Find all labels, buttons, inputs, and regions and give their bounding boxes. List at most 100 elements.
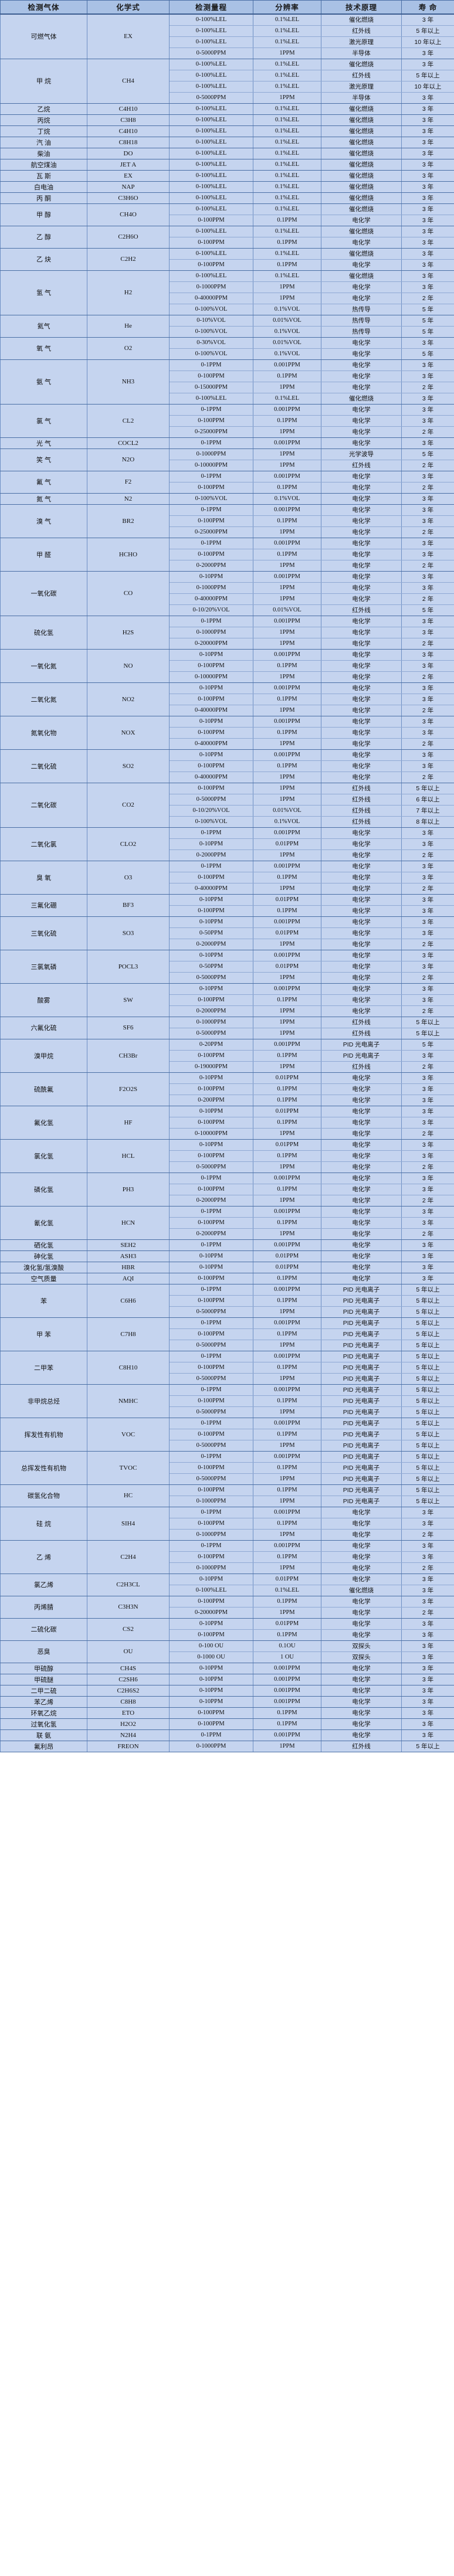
resolution-cell: 1PPM [253,1194,321,1207]
range-cell: 0-10PPM [169,715,253,728]
technology-cell: 电化学 [321,660,402,672]
resolution-cell: 0.01PPM [253,1261,321,1273]
lifetime-cell: 3 年 [401,392,454,405]
technology-cell: 电化学 [321,1105,402,1117]
gas-name-cell: 挥发性有机物 [0,1417,87,1452]
lifetime-cell: 3 年 [401,1595,454,1608]
resolution-cell: 1PPM [253,626,321,638]
range-cell: 0-5000PPM [169,1406,253,1418]
table-row: 0-100PPM 0.1PPM 电化学 3 年 [1,1517,454,1530]
lifetime-cell: 3 年 [401,58,454,70]
technology-cell: 电化学 [321,414,402,427]
resolution-cell: 1PPM [253,1005,321,1017]
gas-name-cell: 碳氢化合物 [0,1484,87,1507]
range-cell: 0-100PPM [169,1083,253,1095]
chemical-formula-cell: CH4 [87,58,170,104]
resolution-cell: 0.1%LEL [253,69,321,81]
resolution-cell: 0.1%VOL [253,303,321,315]
gas-name-cell: 硒化氢 [0,1239,87,1251]
range-cell: 0-200PPM [169,1094,253,1106]
resolution-cell: 0.001PPM [253,1283,321,1296]
technology-cell: PID 光电离子 [321,1395,402,1407]
resolution-cell: 1 OU [253,1651,321,1663]
resolution-cell: 1PPM [253,1740,321,1752]
table-row: 空气质量 AQI 0-100PPM 0.1PPM 电化学 3 年 [0,1272,454,1284]
range-cell: 0-10/20%VOL [169,804,253,817]
range-cell: 0-100%LEL [169,147,253,159]
technology-cell: 电化学 [321,1094,402,1106]
resolution-cell: 0.1%LEL [253,80,321,93]
lifetime-cell: 3 年 [401,860,454,872]
lifetime-cell: 2 年 [401,771,454,783]
resolution-cell: 0.01PPM [253,927,321,939]
technology-cell: 电化学 [321,537,402,549]
range-cell: 0-1PPM [169,1283,253,1296]
resolution-cell: 0.001PPM [253,1673,321,1685]
chemical-formula-cell: NO [87,648,170,683]
gas-name-cell: 一氧化碳 [0,570,87,616]
resolution-cell: 0.1PPM [253,905,321,917]
technology-cell: 电化学 [321,1161,402,1173]
lifetime-cell: 3 年 [401,158,454,171]
technology-cell: 电化学 [321,370,402,382]
technology-cell: 电化学 [321,292,402,304]
range-cell: 0-100%LEL [169,36,253,48]
technology-cell: 催化燃烧 [321,1584,402,1596]
resolution-cell: 0.1PPM [253,1707,321,1719]
resolution-cell: 1PPM [253,971,321,984]
resolution-cell: 0.1PPM [253,1183,321,1195]
technology-cell: 电化学 [321,214,402,226]
range-cell: 0-25000PPM [169,526,253,538]
technology-cell: PID 光电离子 [321,1384,402,1396]
resolution-cell: 1PPM [253,426,321,438]
chemical-formula-cell: HCHO [87,537,170,572]
resolution-cell: 1PPM [253,381,321,393]
gas-name-cell: 柴油 [0,147,87,159]
table-row: 0-100%LEL 0.1%LEL 催化燃烧 3 年 [1,1584,454,1596]
lifetime-cell: 3 年 [401,192,454,204]
chemical-formula-cell: NO2 [87,682,170,716]
resolution-cell: 0.1PPM [253,693,321,705]
resolution-cell: 0.001PPM [253,1684,321,1697]
range-cell: 0-5000PPM [169,1372,253,1385]
lifetime-cell: 3 年 [401,615,454,627]
gas-name-cell: 氮氧化物 [0,715,87,750]
table-row: 甲 醛 HCHO 0-1PPM 0.001PPM 电化学 3 年 [0,537,454,572]
table-row: 0-100PPM 0.1PPM 电化学 3 年 [1,259,454,271]
technology-cell: 电化学 [321,1228,402,1240]
table-row: 二氧化硫 SO2 0-10PPM 0.001PPM 电化学 3 年 [0,749,454,783]
resolution-cell: 0.1%LEL [253,125,321,137]
resolution-cell: 0.1PPM [253,515,321,527]
table-header: 检测气体 化学式 检测量程 分辨率 技术原理 寿 命 [0,0,454,15]
technology-cell: 催化燃烧 [321,270,402,282]
resolution-cell: 0.001PPM [253,983,321,995]
gas-name-cell: 溴化氢/氢溴酸 [0,1261,87,1273]
resolution-cell: 1PPM [253,1439,321,1452]
range-cell: 0-100%LEL [169,136,253,148]
table-row: 三氧化硫 SO3 0-10PPM 0.001PPM 电化学 3 年 [0,916,454,950]
resolution-cell: 1PPM [253,1161,321,1173]
technology-cell: 电化学 [321,1528,402,1541]
column-header-technology: 技术原理 [321,0,402,15]
table-row: 0-5000PPM 1PPM PID 光电离子 5 年以上 [1,1306,454,1318]
range-cell: 0-100%VOL [169,325,253,338]
range-cell: 0-100PPM [169,693,253,705]
range-cell: 0-50PPM [169,960,253,973]
resolution-cell: 0.1PPM [253,1629,321,1641]
technology-cell: 电化学 [321,749,402,761]
table-row: 柴油 DO 0-100%LEL 0.1%LEL 催化燃烧 3 年 [0,147,454,159]
resolution-cell: 0.1PPM [253,871,321,883]
range-cell: 0-2000PPM [169,559,253,572]
chemical-formula-cell: HC [87,1484,170,1507]
resolution-cell: 0.1PPM [253,1595,321,1608]
lifetime-cell: 5 年以上 [401,1439,454,1452]
technology-cell: PID 光电离子 [321,1462,402,1474]
table-row: 乙 炔 C2H2 0-100%LEL 0.1%LEL 催化燃烧 3 年 [0,247,454,271]
range-cell: 0-100PPM [169,1629,253,1641]
resolution-cell: 1PPM [253,793,321,806]
range-cell: 0-100%VOL [169,348,253,360]
range-cell: 0-2000PPM [169,1228,253,1240]
chemical-formula-cell: F2O2S [87,1072,170,1106]
table-row: 氟利昂 FREON 0-1000PPM 1PPM 红外线 5 年以上 [0,1740,454,1752]
chemical-formula-cell: HCL [87,1139,170,1173]
